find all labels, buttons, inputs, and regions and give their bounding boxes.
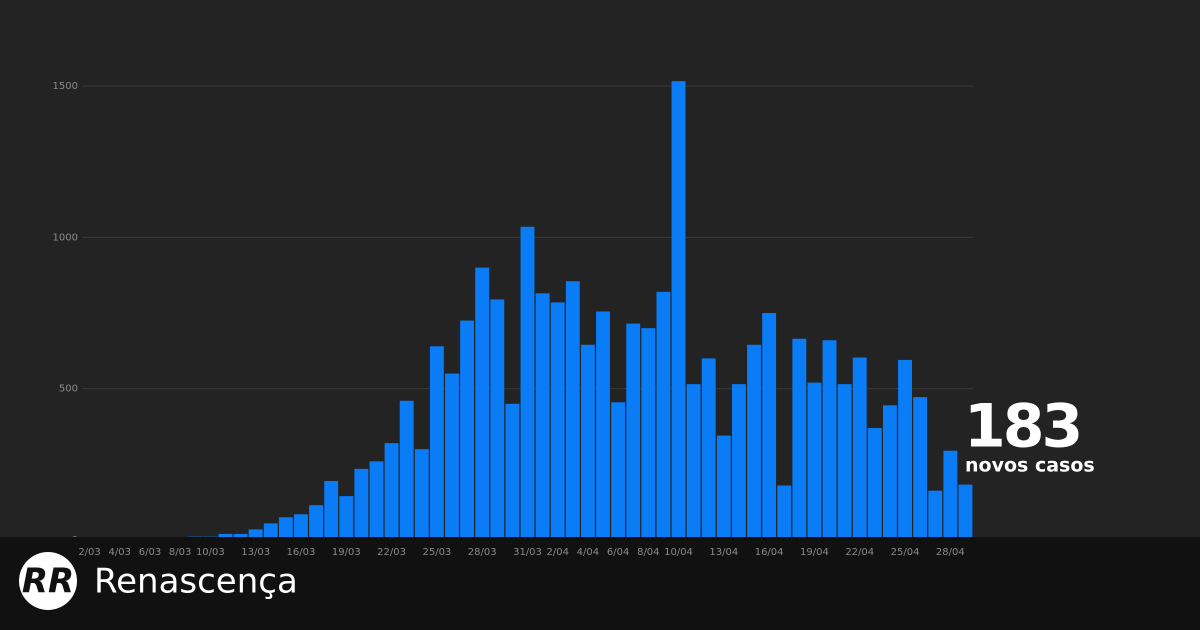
bar <box>731 384 746 540</box>
bar <box>248 529 263 540</box>
bar <box>867 428 882 540</box>
bar <box>716 435 731 540</box>
bar <box>505 403 520 540</box>
bar <box>324 480 339 540</box>
bar <box>898 359 912 540</box>
bar <box>852 357 867 540</box>
x-tick-label: 19/04 <box>800 547 829 558</box>
x-tick-label: 16/04 <box>755 547 784 558</box>
x-tick-label: 25/04 <box>891 547 920 558</box>
bar <box>429 346 444 540</box>
bar <box>701 358 716 540</box>
bar <box>339 496 354 540</box>
bar <box>928 490 943 540</box>
x-tick-label: 4/03 <box>109 547 131 558</box>
x-tick-label: 6/03 <box>139 547 161 558</box>
bar <box>490 299 505 540</box>
bar <box>565 281 580 540</box>
x-tick-label: 31/03 <box>513 547 542 558</box>
x-tick-label: 2/03 <box>78 547 100 558</box>
bar <box>882 405 897 540</box>
x-tick-label: 8/03 <box>169 547 191 558</box>
x-tick-label: 2/04 <box>546 547 568 558</box>
bar <box>762 313 777 540</box>
bar <box>309 505 324 540</box>
x-tick-label: 25/03 <box>422 547 451 558</box>
bar <box>475 267 490 540</box>
brand-name: Renascença <box>94 562 298 602</box>
bar <box>233 533 248 540</box>
x-tick-label: 6/04 <box>607 547 629 558</box>
bar <box>626 323 641 540</box>
bar <box>656 291 671 540</box>
bar <box>807 382 822 540</box>
bar <box>837 384 852 540</box>
bar <box>354 468 369 540</box>
bar <box>611 402 626 540</box>
x-tick-label: 13/03 <box>241 547 270 558</box>
x-tick-label: 22/03 <box>377 547 406 558</box>
bar <box>460 320 475 540</box>
bar <box>535 293 550 540</box>
logo-icon: RR <box>19 552 77 610</box>
x-tick-label: 10/03 <box>196 547 225 558</box>
bar <box>399 400 414 540</box>
bar <box>596 311 610 540</box>
bar <box>445 373 459 540</box>
x-tick-label: 22/04 <box>845 547 874 558</box>
annotation-text: novos casos <box>965 455 1095 477</box>
bar <box>958 484 973 540</box>
bar <box>218 533 233 540</box>
bar <box>580 344 595 540</box>
bar <box>263 523 278 540</box>
bar <box>913 397 928 540</box>
y-tick-label: 1000 <box>53 232 78 243</box>
x-tick-label: 4/04 <box>577 547 599 558</box>
bar <box>686 384 701 540</box>
y-tick-label: 500 <box>59 384 78 395</box>
x-tick-label: 28/03 <box>468 547 497 558</box>
bar <box>414 449 429 540</box>
bar <box>278 517 293 540</box>
bar <box>550 302 565 540</box>
svg-text:RR: RR <box>22 562 74 602</box>
x-tick-label: 28/04 <box>936 547 965 558</box>
x-tick-label: 8/04 <box>637 547 659 558</box>
x-tick-label: 10/04 <box>664 547 693 558</box>
bar <box>943 450 958 540</box>
x-tick-label: 16/03 <box>287 547 316 558</box>
bar <box>641 328 656 540</box>
footer-band <box>0 537 1200 630</box>
annotation-number: 183 <box>964 392 1080 462</box>
x-tick-label: 19/03 <box>332 547 361 558</box>
bar <box>792 338 807 540</box>
bar <box>671 81 686 540</box>
bar <box>777 485 792 540</box>
bar <box>747 344 761 540</box>
y-tick-label: 1500 <box>53 81 78 92</box>
bar <box>520 226 535 541</box>
bar <box>294 514 308 540</box>
bar <box>822 340 837 540</box>
bar <box>369 461 384 540</box>
bar <box>384 443 399 540</box>
x-tick-label: 13/04 <box>709 547 738 558</box>
